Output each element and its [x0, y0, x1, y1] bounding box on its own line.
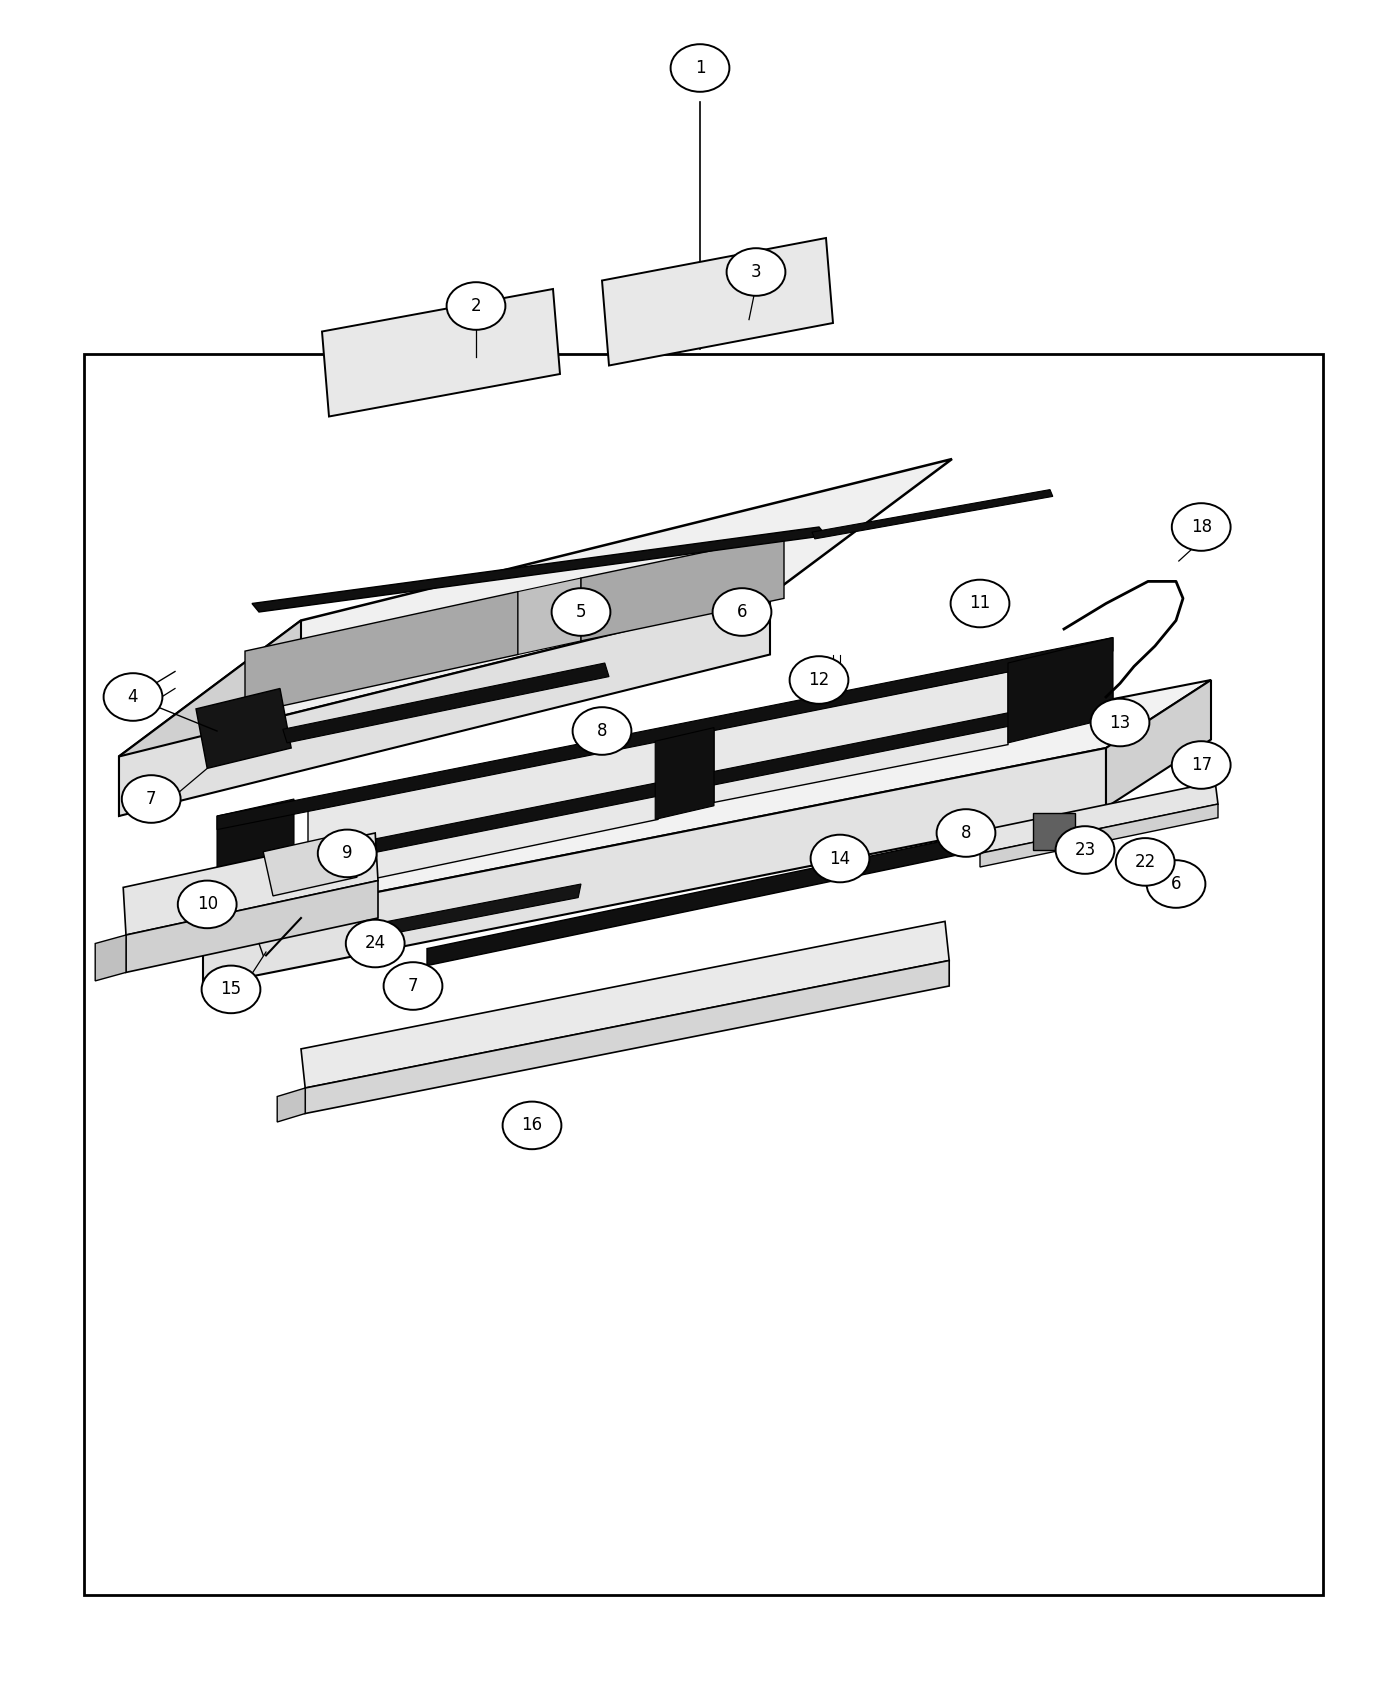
- Polygon shape: [123, 833, 378, 935]
- Ellipse shape: [1116, 838, 1175, 886]
- Ellipse shape: [552, 588, 610, 636]
- Text: 7: 7: [146, 790, 157, 807]
- Polygon shape: [217, 692, 1113, 884]
- Ellipse shape: [727, 248, 785, 296]
- Polygon shape: [203, 680, 1211, 926]
- Polygon shape: [277, 1088, 305, 1122]
- Text: 12: 12: [808, 672, 830, 688]
- Ellipse shape: [346, 920, 405, 967]
- Text: 1: 1: [694, 60, 706, 76]
- Ellipse shape: [811, 835, 869, 882]
- Ellipse shape: [503, 1102, 561, 1149]
- Text: 7: 7: [407, 977, 419, 994]
- Polygon shape: [283, 663, 609, 743]
- Ellipse shape: [790, 656, 848, 704]
- Text: 17: 17: [1190, 756, 1212, 774]
- Polygon shape: [301, 921, 949, 1088]
- Polygon shape: [196, 688, 291, 768]
- Ellipse shape: [671, 44, 729, 92]
- Text: 2: 2: [470, 298, 482, 314]
- Text: 8: 8: [596, 722, 608, 740]
- Text: 4: 4: [127, 688, 139, 705]
- Bar: [84, 354, 1323, 1595]
- Polygon shape: [126, 881, 378, 972]
- Ellipse shape: [384, 962, 442, 1010]
- Polygon shape: [305, 960, 949, 1114]
- Polygon shape: [322, 289, 560, 416]
- Polygon shape: [217, 638, 1113, 830]
- Text: 8: 8: [960, 824, 972, 842]
- Ellipse shape: [104, 673, 162, 721]
- Polygon shape: [95, 935, 126, 981]
- Polygon shape: [602, 238, 833, 366]
- Bar: [1033, 813, 1075, 850]
- Polygon shape: [252, 527, 826, 612]
- Text: 23: 23: [1074, 842, 1096, 858]
- Ellipse shape: [318, 830, 377, 877]
- Text: 10: 10: [196, 896, 218, 913]
- Polygon shape: [358, 884, 581, 940]
- Polygon shape: [263, 833, 357, 896]
- Ellipse shape: [573, 707, 631, 755]
- Polygon shape: [518, 578, 581, 654]
- Polygon shape: [203, 748, 1106, 986]
- Polygon shape: [119, 620, 301, 816]
- Polygon shape: [119, 459, 952, 756]
- Text: 15: 15: [220, 981, 242, 998]
- Polygon shape: [1106, 680, 1211, 807]
- Polygon shape: [977, 782, 1218, 853]
- Ellipse shape: [1172, 503, 1231, 551]
- Text: 22: 22: [1134, 853, 1156, 870]
- Text: 16: 16: [521, 1117, 543, 1134]
- Polygon shape: [427, 824, 1022, 966]
- Ellipse shape: [1147, 860, 1205, 908]
- Polygon shape: [812, 490, 1053, 539]
- Text: 3: 3: [750, 264, 762, 280]
- Ellipse shape: [713, 588, 771, 636]
- Polygon shape: [308, 734, 658, 892]
- Polygon shape: [217, 799, 294, 884]
- Polygon shape: [714, 672, 1008, 802]
- Text: 9: 9: [342, 845, 353, 862]
- Ellipse shape: [1172, 741, 1231, 789]
- Ellipse shape: [937, 809, 995, 857]
- Polygon shape: [655, 728, 714, 819]
- Text: 18: 18: [1190, 518, 1212, 536]
- Ellipse shape: [951, 580, 1009, 627]
- Ellipse shape: [1091, 699, 1149, 746]
- Text: 5: 5: [575, 604, 587, 620]
- Polygon shape: [581, 536, 784, 641]
- Text: 13: 13: [1109, 714, 1131, 731]
- Polygon shape: [1008, 638, 1113, 743]
- Text: 6: 6: [736, 604, 748, 620]
- Ellipse shape: [122, 775, 181, 823]
- Ellipse shape: [178, 881, 237, 928]
- Ellipse shape: [1056, 826, 1114, 874]
- Ellipse shape: [447, 282, 505, 330]
- Ellipse shape: [202, 966, 260, 1013]
- Text: 6: 6: [1170, 876, 1182, 892]
- Polygon shape: [245, 592, 518, 714]
- Text: 24: 24: [364, 935, 386, 952]
- Polygon shape: [980, 804, 1218, 867]
- Polygon shape: [119, 595, 770, 816]
- Text: 14: 14: [829, 850, 851, 867]
- Text: 11: 11: [969, 595, 991, 612]
